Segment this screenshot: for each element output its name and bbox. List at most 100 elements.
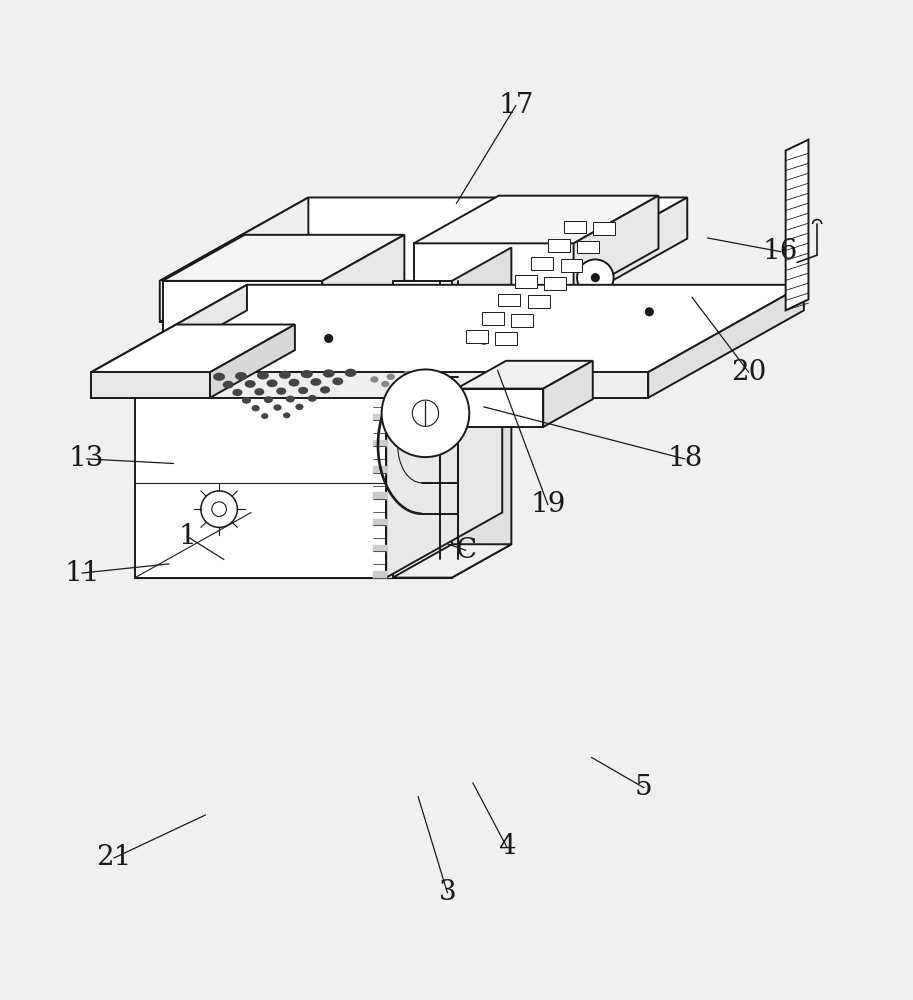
Ellipse shape	[308, 395, 317, 402]
Polygon shape	[160, 197, 309, 322]
Ellipse shape	[235, 372, 247, 380]
Circle shape	[192, 336, 201, 345]
Polygon shape	[452, 248, 511, 578]
Bar	[544, 277, 566, 290]
Polygon shape	[135, 302, 502, 368]
Ellipse shape	[283, 412, 290, 418]
Circle shape	[479, 336, 488, 345]
Ellipse shape	[276, 388, 286, 395]
Bar	[511, 314, 533, 327]
Ellipse shape	[251, 405, 259, 411]
Polygon shape	[539, 197, 687, 322]
Ellipse shape	[403, 371, 411, 377]
Ellipse shape	[295, 404, 303, 410]
Text: 18: 18	[667, 445, 702, 472]
Ellipse shape	[242, 397, 251, 404]
Ellipse shape	[392, 385, 400, 392]
Bar	[466, 330, 488, 343]
Polygon shape	[414, 243, 573, 296]
Ellipse shape	[267, 379, 278, 387]
Text: 3: 3	[438, 879, 456, 906]
Ellipse shape	[408, 383, 416, 389]
Polygon shape	[91, 285, 247, 398]
Circle shape	[591, 273, 600, 282]
Text: 20: 20	[731, 359, 766, 386]
Ellipse shape	[245, 380, 256, 388]
Text: C: C	[455, 537, 477, 564]
Bar	[528, 295, 550, 308]
Bar	[577, 241, 599, 253]
Ellipse shape	[213, 373, 226, 381]
Ellipse shape	[310, 378, 321, 386]
Bar	[498, 294, 520, 306]
Ellipse shape	[254, 388, 265, 395]
Text: 1: 1	[178, 523, 196, 550]
Text: 19: 19	[530, 491, 565, 518]
Polygon shape	[456, 361, 593, 389]
Polygon shape	[163, 281, 322, 337]
Ellipse shape	[257, 371, 268, 380]
Circle shape	[310, 320, 347, 357]
Polygon shape	[91, 372, 210, 398]
Polygon shape	[322, 235, 404, 337]
Ellipse shape	[344, 369, 356, 377]
Bar	[593, 222, 615, 235]
Ellipse shape	[223, 381, 234, 388]
Ellipse shape	[300, 370, 312, 378]
Circle shape	[324, 334, 333, 343]
Polygon shape	[91, 372, 648, 398]
Polygon shape	[648, 285, 803, 398]
Text: 17: 17	[498, 92, 533, 119]
Polygon shape	[393, 544, 511, 578]
Circle shape	[631, 294, 667, 330]
Ellipse shape	[232, 389, 242, 396]
Circle shape	[645, 307, 654, 316]
Polygon shape	[543, 361, 593, 427]
Bar	[561, 259, 582, 272]
Polygon shape	[393, 281, 452, 578]
Polygon shape	[160, 197, 687, 281]
Text: 11: 11	[65, 560, 100, 587]
Polygon shape	[414, 196, 658, 243]
Ellipse shape	[274, 404, 281, 411]
Polygon shape	[91, 285, 803, 372]
Polygon shape	[573, 196, 658, 296]
Polygon shape	[386, 302, 502, 578]
Bar	[531, 257, 553, 270]
Text: 16: 16	[763, 238, 798, 265]
Bar	[548, 239, 570, 252]
Ellipse shape	[322, 369, 334, 378]
Text: 4: 4	[498, 833, 516, 860]
Polygon shape	[456, 389, 543, 427]
Ellipse shape	[414, 375, 422, 382]
Bar	[495, 332, 517, 345]
Polygon shape	[785, 140, 809, 310]
Text: 21: 21	[97, 844, 131, 871]
Bar	[564, 221, 586, 233]
Circle shape	[577, 259, 614, 296]
Ellipse shape	[298, 387, 308, 394]
Ellipse shape	[261, 413, 268, 419]
Bar	[515, 275, 537, 288]
Polygon shape	[91, 325, 295, 372]
Polygon shape	[160, 281, 539, 322]
Ellipse shape	[397, 378, 405, 385]
Ellipse shape	[279, 371, 290, 379]
Ellipse shape	[387, 374, 394, 380]
Circle shape	[466, 322, 502, 358]
Ellipse shape	[332, 377, 343, 385]
Ellipse shape	[382, 381, 390, 387]
Text: 13: 13	[69, 445, 104, 472]
Ellipse shape	[264, 396, 273, 403]
Polygon shape	[135, 368, 386, 578]
Ellipse shape	[371, 376, 378, 383]
Text: 5: 5	[635, 774, 653, 801]
Bar	[482, 312, 504, 325]
Ellipse shape	[286, 396, 295, 402]
Circle shape	[178, 322, 215, 358]
Ellipse shape	[289, 379, 299, 387]
Polygon shape	[210, 325, 295, 398]
Ellipse shape	[320, 386, 331, 393]
Circle shape	[382, 369, 469, 457]
Polygon shape	[163, 235, 404, 281]
